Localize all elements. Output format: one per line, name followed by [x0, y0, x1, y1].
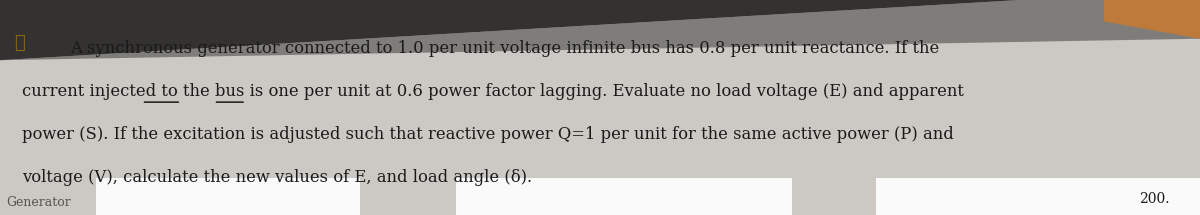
FancyBboxPatch shape: [876, 178, 1200, 215]
FancyBboxPatch shape: [96, 178, 360, 215]
Text: power (S). If the excitation is adjusted such that reactive power Q=1 per unit f: power (S). If the excitation is adjusted…: [22, 126, 953, 143]
Text: Generator: Generator: [6, 196, 71, 209]
FancyBboxPatch shape: [456, 178, 792, 215]
Polygon shape: [1104, 0, 1200, 39]
Text: 🍁: 🍁: [14, 34, 25, 52]
Polygon shape: [0, 0, 1200, 60]
Text: 200.: 200.: [1140, 192, 1170, 206]
Text: voltage (V), calculate the new values of E, and load angle (δ).: voltage (V), calculate the new values of…: [22, 169, 532, 186]
Polygon shape: [0, 0, 1020, 60]
Text: current injected to the bus is one per unit at 0.6 power factor lagging. Evaluat: current injected to the bus is one per u…: [22, 83, 964, 100]
Text: A synchronous generator connected to 1.0 per unit voltage infinite bus has 0.8 p: A synchronous generator connected to 1.0…: [70, 40, 938, 57]
